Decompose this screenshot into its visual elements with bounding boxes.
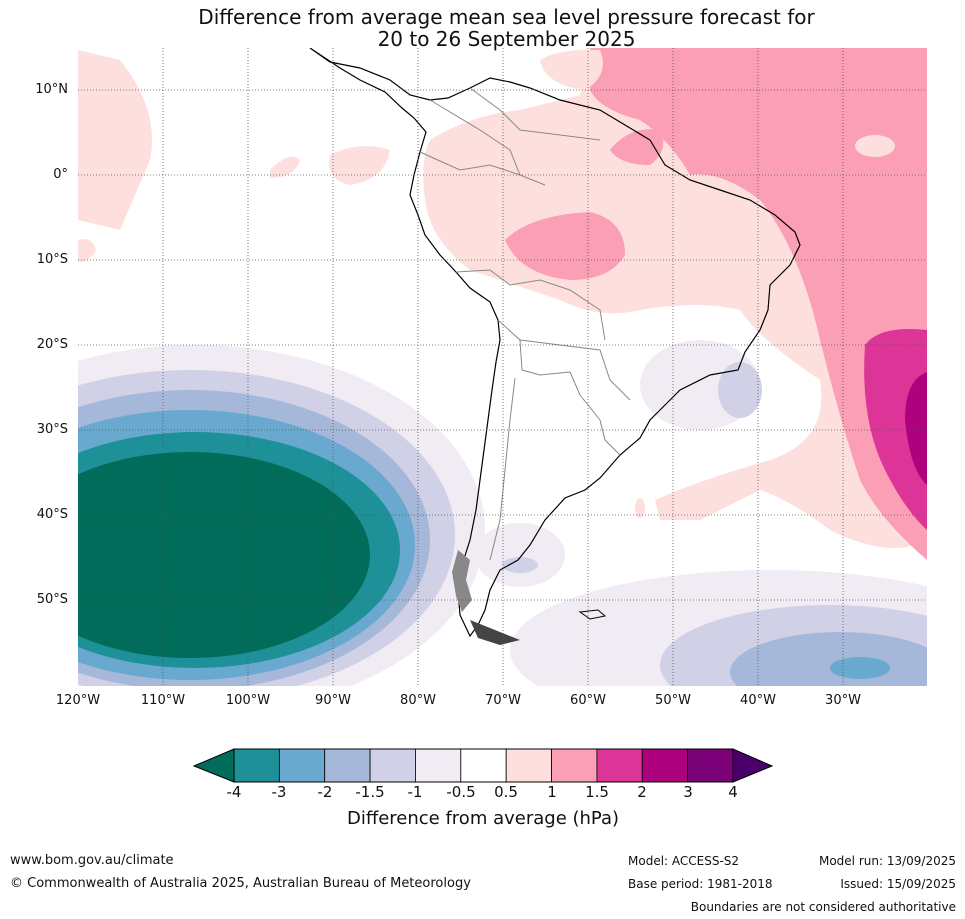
- colorbar-under-arrow: [192, 748, 235, 783]
- colorbar-tick-label: -4: [226, 783, 242, 801]
- south-america-outline: [309, 48, 801, 638]
- footer-copyright: © Commonwealth of Australia 2025, Austra…: [10, 876, 471, 891]
- lon-label-100w: 100°W: [225, 693, 271, 708]
- colorbar-segment: [369, 748, 416, 783]
- footer-model-run: Model run: 13/09/2025: [818, 854, 956, 868]
- lon-label-80w: 80°W: [400, 693, 436, 708]
- footer-model: Model: ACCESS-S2: [628, 854, 740, 868]
- footer-base-period: Base period: 1981-2018: [628, 877, 773, 891]
- lat-label-10n: 10°N: [35, 82, 68, 97]
- lat-label-10s: 10°S: [36, 252, 68, 267]
- colorbar-tick-label: -1: [407, 783, 423, 801]
- colorbar-over-arrow: [732, 748, 774, 783]
- colorbar-segment: [460, 748, 507, 783]
- colorbar-tick-label: 4: [728, 783, 738, 801]
- lon-label-30w: 30°W: [825, 693, 861, 708]
- colorbar-segment: [324, 748, 371, 783]
- colorbar-tick-label: -0.5: [446, 783, 476, 801]
- colorbar-tick-label: -1.5: [355, 783, 385, 801]
- positive-anomaly: [78, 48, 927, 560]
- colorbar-title: Difference from average (hPa): [346, 808, 620, 829]
- gridlines: [78, 48, 927, 686]
- colorbar-tick-label: 1: [547, 783, 557, 801]
- colorbar-segment: [596, 748, 643, 783]
- lat-label-30s: 30°S: [36, 422, 68, 437]
- colorbar-segment: [233, 748, 280, 783]
- lon-label-90w: 90°W: [315, 693, 351, 708]
- lon-label-40w: 40°W: [740, 693, 776, 708]
- negative-anomaly-atlantic: [475, 340, 927, 686]
- colorbar-segment: [505, 748, 552, 783]
- colorbar-tick-label: 3: [683, 783, 693, 801]
- colorbar-tick-label: 0.5: [494, 783, 518, 801]
- colorbar-tick-label: -3: [271, 783, 287, 801]
- footer-website-link[interactable]: www.bom.gov.au/climate: [10, 853, 174, 868]
- colorbar-segment: [641, 748, 689, 783]
- lon-label-50w: 50°W: [655, 693, 691, 708]
- negative-anomaly-pacific: [78, 345, 485, 686]
- lat-label-40s: 40°S: [36, 507, 68, 522]
- map-canvas: [78, 48, 927, 686]
- lat-label-50s: 50°S: [36, 592, 68, 607]
- colorbar-tick-label: 2: [637, 783, 647, 801]
- map-title-line2: 20 to 26 September 2025: [377, 27, 636, 51]
- map-title-line1: Difference from average mean sea level p…: [198, 5, 815, 29]
- falkland-islands: [578, 609, 607, 620]
- lon-label-120w: 120°W: [55, 693, 101, 708]
- lon-label-70w: 70°W: [485, 693, 521, 708]
- colorbar-segment: [415, 748, 462, 783]
- lon-label-110w: 110°W: [140, 693, 186, 708]
- colorbar: [192, 748, 774, 783]
- lat-label-0: 0°: [53, 167, 68, 182]
- lat-label-20s: 20°S: [36, 337, 68, 352]
- colorbar-segment: [278, 748, 326, 783]
- country-borders: [419, 87, 631, 561]
- colorbar-tick-label: -2: [317, 783, 333, 801]
- colorbar-segment: [687, 748, 734, 783]
- south-america-label-islands: [452, 550, 520, 645]
- colorbar-segment: [551, 748, 598, 783]
- footer-issued: Issued: 15/09/2025: [840, 877, 956, 891]
- footer-disclaimer: Boundaries are not considered authoritat…: [690, 900, 956, 914]
- colorbar-tick-label: 1.5: [585, 783, 609, 801]
- lon-label-60w: 60°W: [570, 693, 606, 708]
- colorbar-boxes: [233, 748, 734, 783]
